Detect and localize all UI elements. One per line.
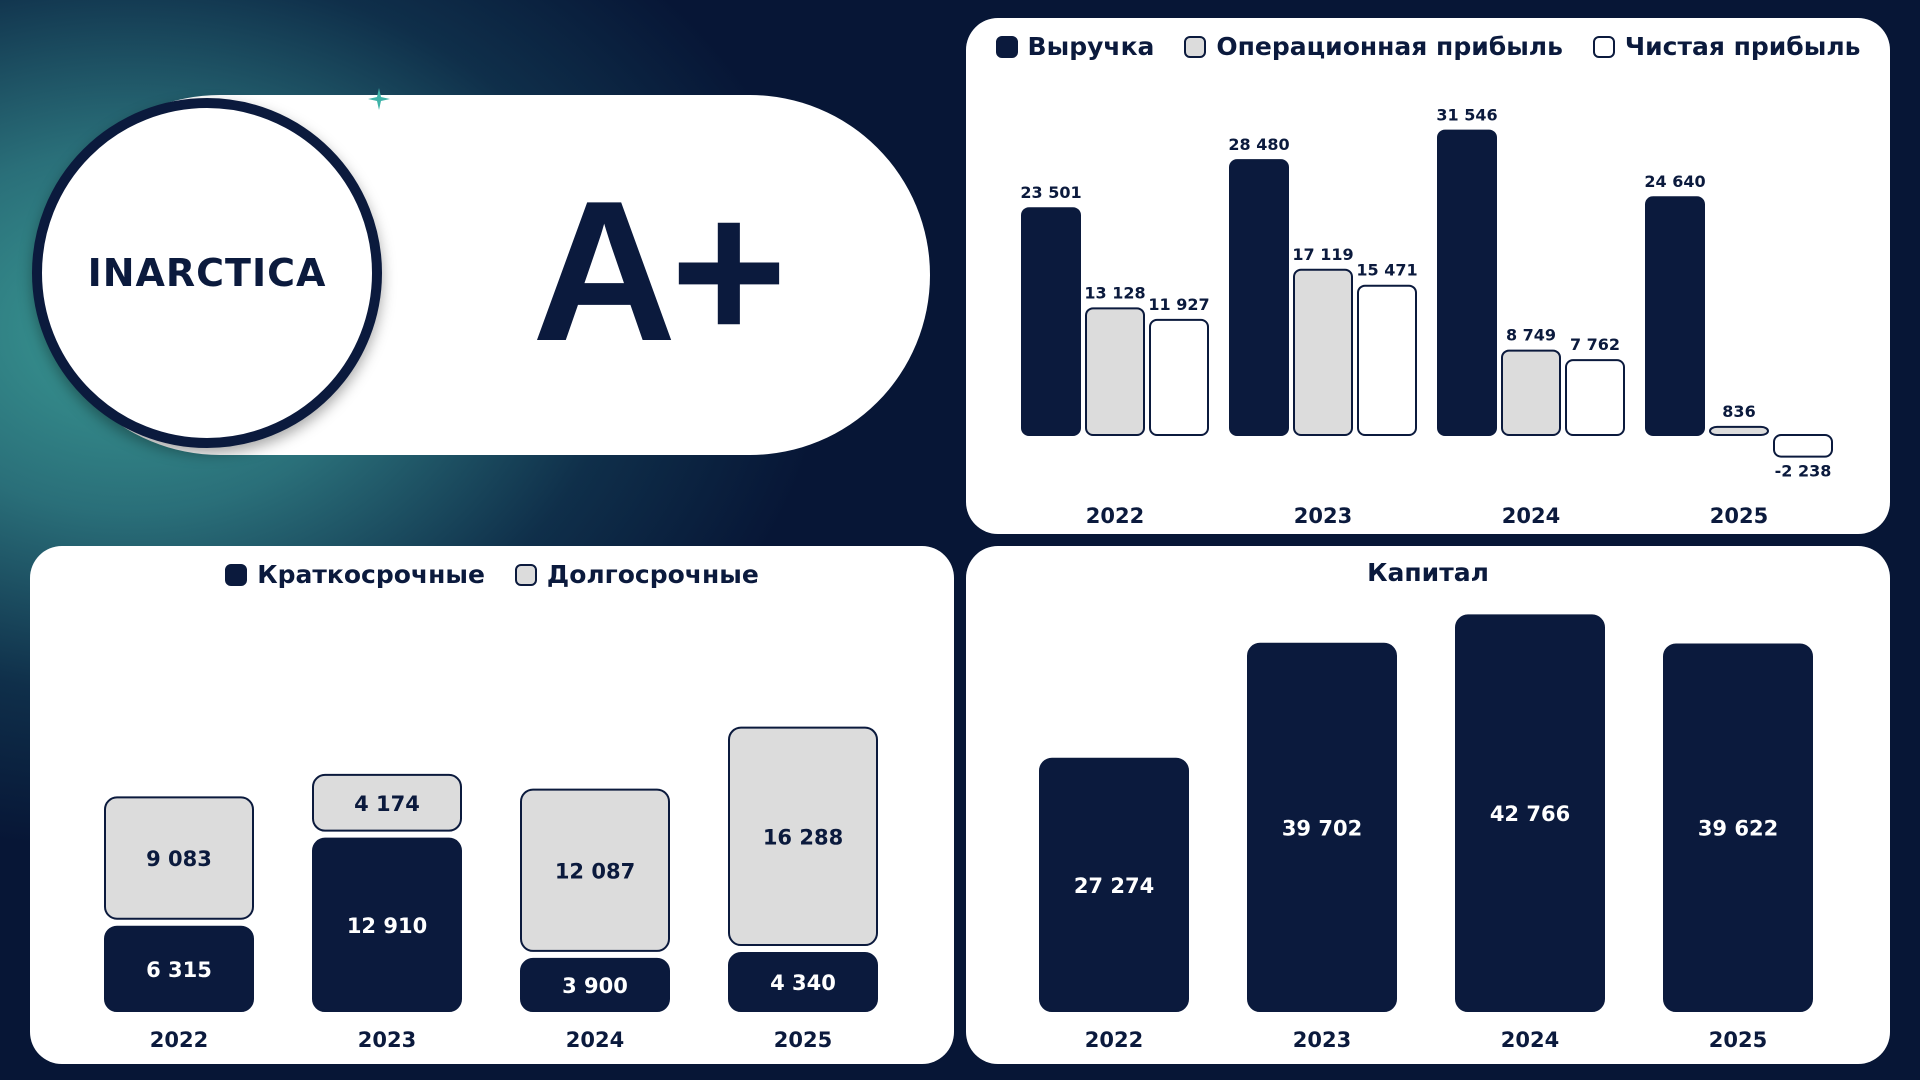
bar-segment [728, 726, 878, 947]
bar [1357, 284, 1417, 437]
x-tick-label: 2025 [1709, 1028, 1767, 1052]
legend-label: Выручка [1027, 32, 1155, 61]
x-tick-label: 2022 [1085, 1028, 1143, 1052]
data-label: 23 501 [1020, 183, 1081, 202]
data-label: 3 900 [562, 974, 628, 998]
bar-segment [104, 925, 254, 1013]
data-label: 16 288 [763, 825, 843, 849]
capital-chart: 27 274 2022 39 702 2023 42 766 2024 39 622 2025 [1039, 614, 1813, 1052]
legend-label: Чистая прибыль [1624, 32, 1861, 61]
bar [1021, 207, 1081, 436]
debt-chart: 6 315 9 083 2022 12 910 4 174 2023 3 900 12 087… [104, 726, 878, 1052]
income-legend: Выручка Операционная прибыль Чистая приб… [966, 32, 1890, 61]
data-label: 836 [1722, 402, 1755, 421]
debt-chart-panel: Краткосрочные Долгосрочные 6 315 9 083 202… [30, 546, 954, 1064]
bar [1709, 425, 1769, 436]
data-label: 31 546 [1436, 106, 1497, 125]
bar [1645, 196, 1705, 436]
legend-swatch [225, 563, 248, 586]
bar-segment [104, 796, 254, 920]
data-label: 4 174 [354, 792, 420, 816]
data-label: 17 119 [1292, 245, 1353, 264]
bar [1293, 268, 1353, 436]
x-tick-label: 2022 [150, 1028, 208, 1052]
x-tick-label: 2024 [1501, 1028, 1559, 1052]
data-label: 39 622 [1698, 817, 1778, 841]
bar [1501, 349, 1561, 436]
legend-swatch [995, 35, 1018, 58]
data-label: 28 480 [1228, 135, 1289, 154]
bar-segment [520, 957, 670, 1012]
data-label: 15 471 [1356, 261, 1417, 280]
data-label: 4 340 [770, 971, 836, 995]
legend-item-long-term: Долгосрочные [514, 560, 759, 589]
bar [1039, 757, 1189, 1012]
legend-item-net-profit: Чистая прибыль [1592, 32, 1861, 61]
data-label: 9 083 [146, 847, 212, 871]
data-label: 11 927 [1148, 295, 1209, 314]
data-label: 42 766 [1490, 802, 1570, 826]
data-label: 7 762 [1570, 335, 1620, 354]
data-label: 39 702 [1282, 816, 1362, 840]
bar [1437, 129, 1497, 437]
data-label: -2 238 [1775, 462, 1832, 481]
x-tick-label: 2023 [358, 1028, 416, 1052]
bar [1455, 614, 1605, 1013]
bar [1565, 359, 1625, 437]
x-tick-label: 2022 [1086, 504, 1144, 528]
legend-item-operating-profit: Операционная прибыль [1184, 32, 1563, 61]
x-tick-label: 2024 [566, 1028, 624, 1052]
bar [1663, 643, 1813, 1013]
x-tick-label: 2024 [1502, 504, 1560, 528]
bar [1773, 434, 1833, 458]
legend-swatch [1592, 35, 1615, 58]
bar-segment [728, 952, 878, 1013]
bar-segment [312, 837, 462, 1012]
x-tick-label: 2023 [1293, 1028, 1351, 1052]
data-label: 27 274 [1074, 874, 1154, 898]
bar [1229, 159, 1289, 436]
data-label: 12 910 [347, 914, 427, 938]
legend-item-short-term: Краткосрочные [225, 560, 485, 589]
bar [1085, 307, 1145, 436]
company-logo: INARCTICA [32, 88, 390, 448]
logo-text: INARCTICA [87, 251, 327, 295]
x-tick-label: 2025 [774, 1028, 832, 1052]
debt-legend: Краткосрочные Долгосрочные [30, 560, 954, 589]
sparkle-icon [368, 88, 390, 110]
legend-label: Операционная прибыль [1216, 32, 1563, 61]
legend-label: Краткосрочные [257, 560, 485, 589]
data-label: 8 749 [1506, 326, 1556, 345]
legend-swatch [514, 563, 537, 586]
legend-item-revenue: Выручка [995, 32, 1155, 61]
legend-swatch [1184, 35, 1207, 58]
bar-segment [312, 773, 462, 832]
data-label: 24 640 [1644, 172, 1705, 191]
capital-chart-panel: Капитал 27 274 2022 39 702 2023 42 766 2024 39… [966, 546, 1890, 1064]
x-tick-label: 2023 [1294, 504, 1352, 528]
bar-segment [520, 788, 670, 952]
legend-label: Долгосрочные [546, 560, 759, 589]
credit-rating: A+ [532, 160, 787, 383]
chart-title: Капитал [1367, 558, 1489, 587]
x-tick-label: 2025 [1710, 504, 1768, 528]
data-label: 13 128 [1084, 283, 1145, 302]
bar [1149, 318, 1209, 436]
bar [1247, 642, 1397, 1012]
data-label: 6 315 [146, 958, 212, 982]
income-chart-panel: Выручка Операционная прибыль Чистая приб… [966, 18, 1890, 534]
data-label: 12 087 [555, 859, 635, 883]
